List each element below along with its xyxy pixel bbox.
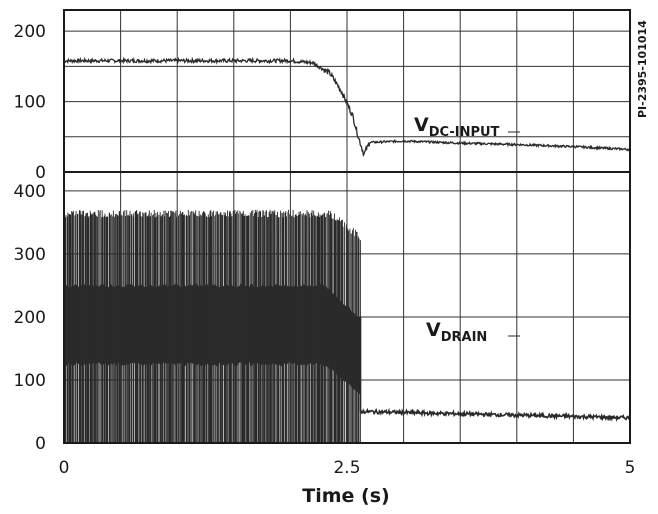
y-tick-label-bottom-1: 100 (14, 371, 46, 391)
v-dc-input-label-main: V (414, 114, 429, 136)
y-tick-labels: 0 100 200 0 100 200 300 400 (14, 22, 46, 454)
plot-border (63, 9, 631, 444)
v-drain-after-stop-line (360, 407, 631, 423)
x-axis-label: Time (s) (302, 485, 389, 507)
v-drain-label: VDRAIN (426, 319, 487, 345)
v-dc-input-label-sub: DC-INPUT (429, 125, 500, 140)
traces (63, 56, 631, 443)
v-dc-input-label: VDC-INPUT (414, 114, 500, 140)
y-tick-label-bottom-3: 300 (14, 245, 46, 265)
v-drain-label-main: V (426, 319, 441, 341)
y-tick-label-bottom-4: 400 (14, 182, 46, 202)
y-tick-label-top-0: 0 (35, 163, 46, 183)
v-drain-spikes (63, 209, 361, 443)
y-tick-label-bottom-2: 200 (14, 308, 46, 328)
x-tick-label-1: 2.5 (333, 458, 360, 478)
plot-frame (63, 9, 631, 444)
y-tick-label-top-1: 100 (14, 93, 46, 113)
y-tick-label-bottom-0: 0 (35, 434, 46, 454)
figure-id: PI-2395-101014 (636, 20, 649, 118)
x-tick-label-0: 0 (59, 458, 70, 478)
y-tick-label-top-2: 200 (14, 22, 46, 42)
x-tick-labels: 0 2.5 5 (59, 458, 636, 478)
v-dc-input-line (63, 56, 631, 158)
v-drain-label-sub: DRAIN (441, 330, 488, 345)
x-tick-label-2: 5 (625, 458, 636, 478)
